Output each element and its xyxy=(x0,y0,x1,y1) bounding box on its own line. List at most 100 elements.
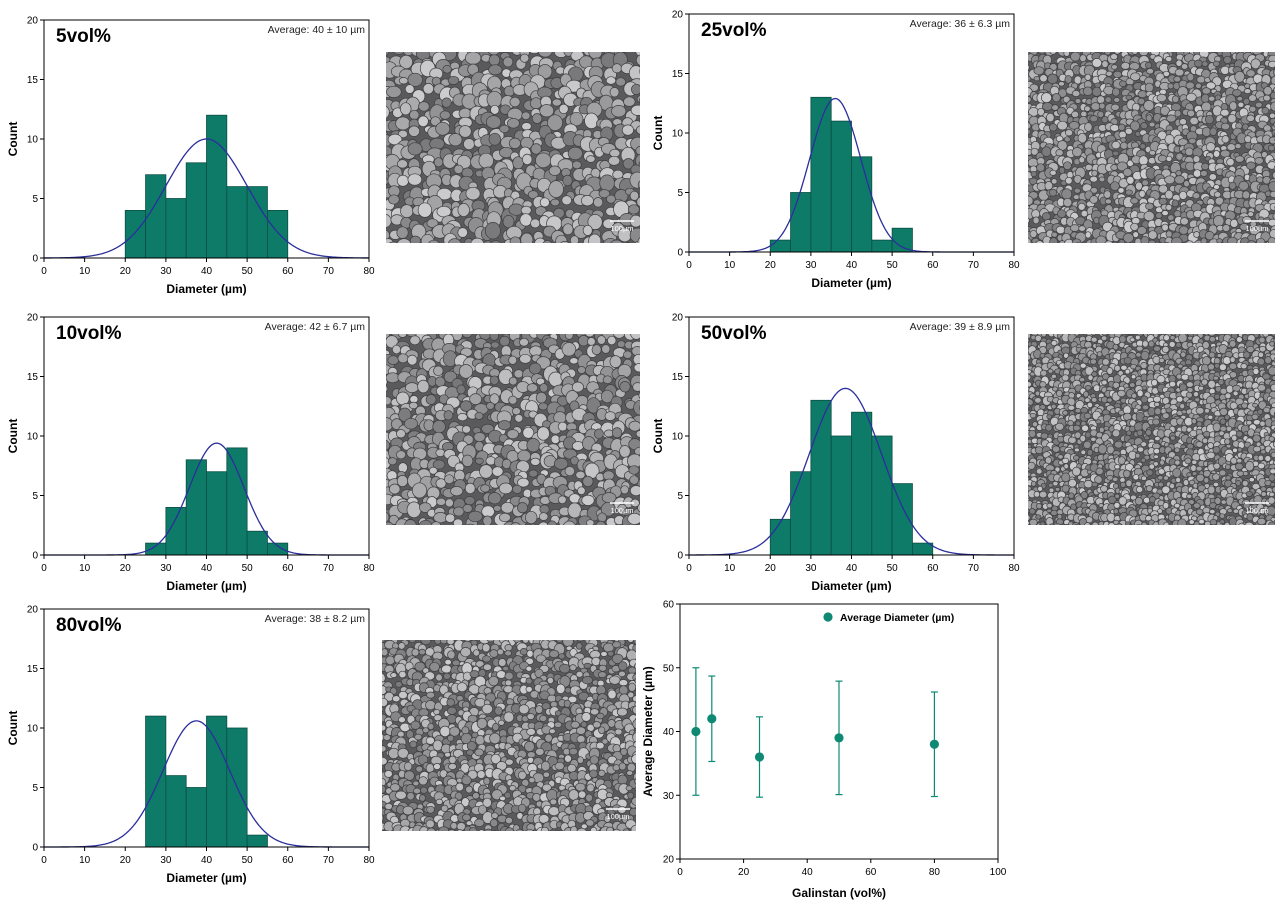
histogram-bar xyxy=(246,834,268,848)
y-tick-label: 20 xyxy=(27,605,39,616)
x-tick-label: 10 xyxy=(79,855,91,866)
histogram-bar xyxy=(206,114,228,259)
y-axis-label: Average Diameter (µm) xyxy=(641,666,655,797)
panel-label: 5vol% xyxy=(56,26,111,47)
y-tick-label: 0 xyxy=(32,843,38,854)
histogram-bar xyxy=(790,192,812,253)
y-tick-label: 5 xyxy=(677,188,683,199)
x-tick-label: 0 xyxy=(677,867,683,878)
y-tick-label: 15 xyxy=(27,664,39,675)
average-annotation: Average: 39 ± 8.9 µm xyxy=(910,321,1011,333)
y-tick-label: 20 xyxy=(663,855,675,866)
y-axis-label: Count xyxy=(6,419,20,454)
x-tick-label: 20 xyxy=(120,266,132,277)
x-tick-label: 60 xyxy=(865,867,877,878)
average-annotation: Average: 36 ± 6.3 µm xyxy=(910,18,1011,30)
x-tick-label: 40 xyxy=(201,563,213,574)
x-tick-label: 60 xyxy=(927,563,939,574)
histogram-bar xyxy=(185,787,207,848)
histogram-bar xyxy=(267,209,289,259)
histogram-bar xyxy=(830,435,852,556)
y-tick-label: 20 xyxy=(672,313,684,324)
normal-fit-curve xyxy=(688,387,1014,556)
y-tick-label: 15 xyxy=(672,69,684,80)
y-axis-label: Count xyxy=(6,711,20,746)
histogram-bar xyxy=(769,239,791,253)
legend-label: Average Diameter (µm) xyxy=(840,612,954,624)
y-tick-label: 50 xyxy=(663,663,675,674)
micrograph-25vol: 100µm xyxy=(1028,52,1275,243)
y-tick-label: 20 xyxy=(27,16,39,27)
average-annotation: Average: 40 ± 10 µm xyxy=(268,24,366,36)
average-annotation: Average: 38 ± 8.2 µm xyxy=(265,613,366,625)
histogram-bar xyxy=(226,447,248,556)
histogram-bar xyxy=(891,227,913,253)
histogram-bar xyxy=(790,471,812,556)
x-axis-label: Diameter (µm) xyxy=(166,871,246,885)
histogram-50vol: 0 10 20 30 40 50 60 70 80 0 5 10 15 20 Diameter (µm) Co… xyxy=(651,313,1020,594)
data-point xyxy=(707,675,717,763)
x-tick-label: 70 xyxy=(323,563,335,574)
histogram-bar xyxy=(165,775,187,848)
y-tick-label: 15 xyxy=(27,372,39,383)
x-tick-label: 50 xyxy=(887,563,899,574)
x-tick-label: 60 xyxy=(282,563,294,574)
marker xyxy=(929,739,939,749)
histogram-bar xyxy=(145,715,167,848)
x-tick-label: 30 xyxy=(805,260,817,271)
x-tick-label: 30 xyxy=(160,855,172,866)
particle-texture xyxy=(1028,52,1275,243)
histogram-bar xyxy=(206,471,228,556)
x-tick-label: 60 xyxy=(282,855,294,866)
x-tick-label: 30 xyxy=(805,563,817,574)
y-tick-label: 0 xyxy=(32,254,38,265)
x-tick-label: 20 xyxy=(765,563,777,574)
y-tick-label: 5 xyxy=(677,491,683,502)
histogram-bar xyxy=(206,715,228,848)
panel-label: 25vol% xyxy=(701,20,767,41)
histogram-bar xyxy=(226,186,248,259)
x-axis-label: Diameter (µm) xyxy=(166,282,246,296)
y-tick-label: 0 xyxy=(677,551,683,562)
x-tick-label: 80 xyxy=(929,867,941,878)
histogram-80vol: 0 10 20 30 40 50 60 70 80 0 5 10 15 20 Diameter (µm) Co… xyxy=(6,605,375,886)
y-tick-label: 60 xyxy=(663,600,675,611)
data-point xyxy=(754,716,765,798)
x-tick-label: 0 xyxy=(41,266,47,277)
x-tick-label: 0 xyxy=(686,260,692,271)
x-tick-label: 100 xyxy=(990,867,1007,878)
panel-label: 80vol% xyxy=(56,615,122,636)
particle-texture xyxy=(386,52,640,243)
y-tick-label: 30 xyxy=(663,791,675,802)
scale-bar-label: 100µm xyxy=(610,506,633,515)
y-tick-label: 0 xyxy=(677,248,683,259)
scale-bar-label: 100µm xyxy=(1245,506,1268,515)
x-tick-label: 50 xyxy=(242,855,254,866)
micrograph-50vol: 100µm xyxy=(1028,334,1275,525)
x-tick-label: 20 xyxy=(120,563,132,574)
y-tick-label: 20 xyxy=(27,313,39,324)
x-tick-label: 40 xyxy=(846,260,858,271)
histogram-bar xyxy=(185,162,207,259)
y-tick-label: 5 xyxy=(32,491,38,502)
histogram-5vol: 0 10 20 30 40 50 60 70 80 0 5 10 15 20 Diameter (µm) Co… xyxy=(6,16,375,297)
x-tick-label: 40 xyxy=(201,855,213,866)
x-axis-label: Diameter (µm) xyxy=(811,276,891,290)
micrograph-10vol: 100µm xyxy=(386,334,640,525)
y-axis-label: Count xyxy=(651,116,665,151)
data-point xyxy=(834,680,844,796)
x-tick-label: 80 xyxy=(1008,563,1020,574)
x-tick-label: 80 xyxy=(363,563,375,574)
x-tick-label: 40 xyxy=(802,867,814,878)
x-tick-label: 20 xyxy=(120,855,132,866)
x-tick-label: 60 xyxy=(927,260,939,271)
x-tick-label: 50 xyxy=(242,563,254,574)
histogram-bar xyxy=(912,542,934,556)
y-tick-label: 10 xyxy=(27,135,39,146)
x-tick-label: 70 xyxy=(323,266,335,277)
marker xyxy=(707,714,717,724)
marker xyxy=(691,726,701,737)
micrograph-5vol: 100µm xyxy=(386,52,640,243)
histogram-bar xyxy=(246,530,268,556)
